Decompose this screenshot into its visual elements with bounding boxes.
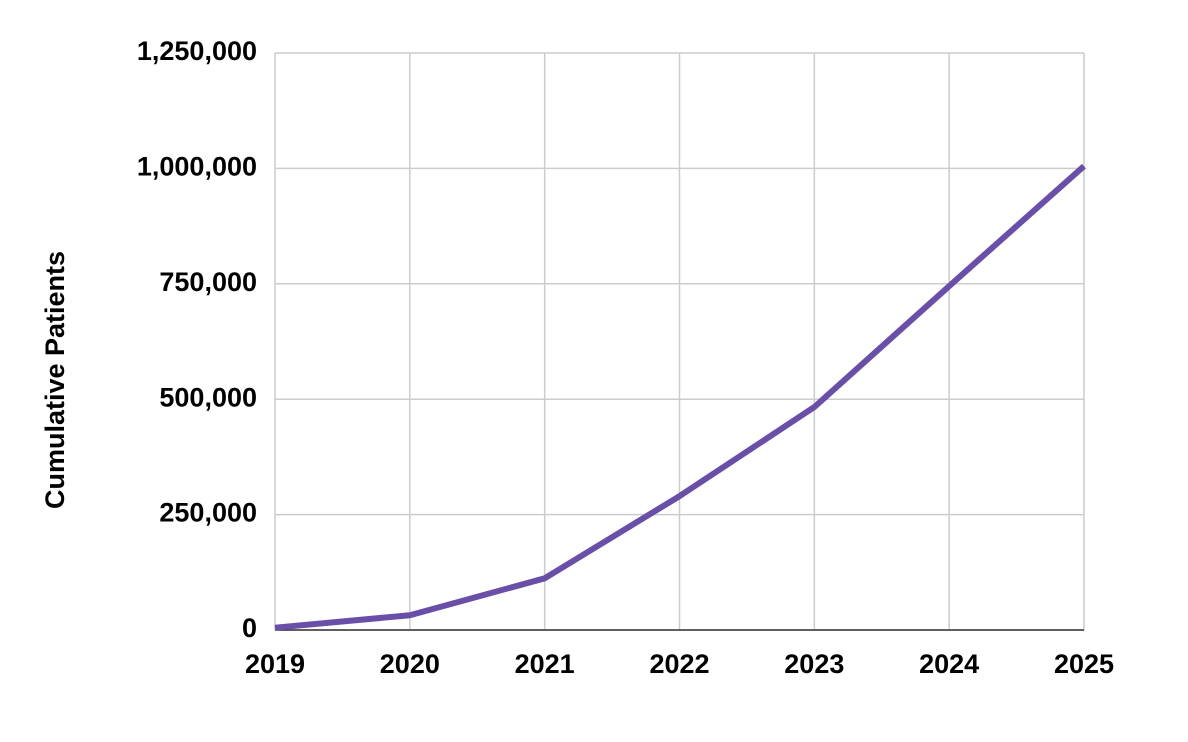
y-tick-label: 1,000,000 [137, 152, 257, 182]
y-tick-label: 500,000 [159, 382, 257, 412]
x-tick-label: 2019 [245, 649, 305, 679]
y-tick-label: 1,250,000 [137, 36, 257, 66]
x-tick-label: 2023 [784, 649, 844, 679]
y-tick-label: 750,000 [159, 267, 257, 297]
data-line [274, 163, 1086, 631]
x-tick-label: 2020 [380, 649, 440, 679]
y-tick-label: 250,000 [159, 498, 257, 528]
y-tick-label: 0 [242, 613, 257, 643]
x-tick-label: 2025 [1054, 649, 1114, 679]
x-tick-label: 2024 [919, 649, 979, 679]
x-tick-label: 2021 [515, 649, 575, 679]
y-axis-label: Cumulative Patients [40, 251, 70, 509]
x-tick-label: 2022 [649, 649, 709, 679]
